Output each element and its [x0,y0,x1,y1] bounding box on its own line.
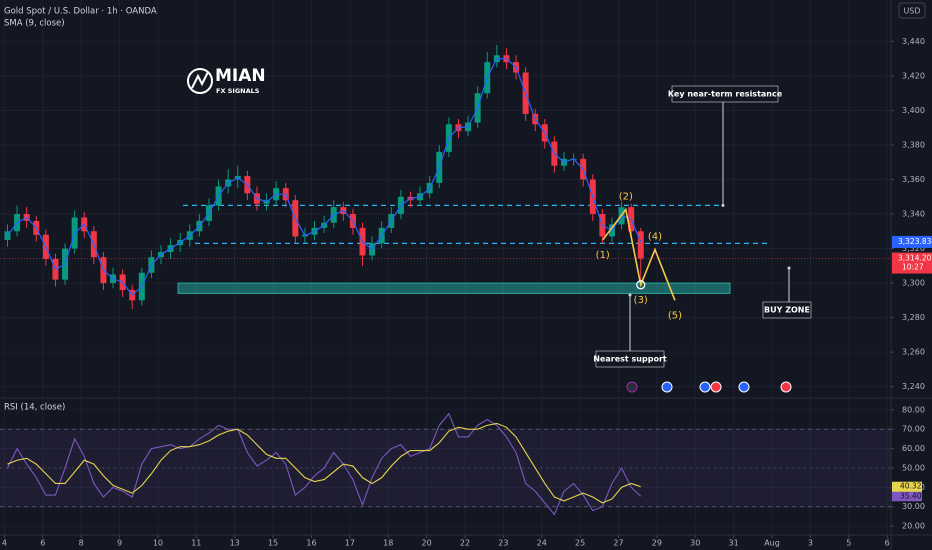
x-tick-label: 10 [153,539,163,548]
wave-marker [636,280,646,290]
y-tick-label: 80.00 [902,405,925,414]
wave-label: (3) [634,295,648,306]
sma-line [7,58,642,297]
x-tick-label: 29 [652,539,662,548]
callout-label: Nearest support [593,355,667,364]
y-tick-label: 60.00 [902,444,925,453]
logo-icon [191,71,209,89]
y-tick-label: 3,300 [902,279,925,288]
y-tick-label: 3,240 [902,382,925,391]
y-tick-label: 20.00 [902,522,925,531]
logo: MIAN FX SIGNALS [187,66,266,95]
countdown-label: 10:27 [902,263,924,272]
wave-label: (1) [596,250,610,261]
indicator-title: SMA (9, close) [4,19,65,29]
event-icon[interactable] [738,381,750,393]
x-tick-label: 6 [885,539,890,548]
x-tick-label: 13 [230,539,240,548]
x-tick-label: 30 [690,539,700,548]
x-tick-label: 15 [268,539,278,548]
event-icon[interactable] [710,381,722,393]
wave-label: (4) [648,232,662,243]
y-tick-label: 3,400 [902,106,925,115]
rsi-tag-label: 35.40 [900,491,922,500]
candle-body [637,231,644,259]
rsi-tag-label: 40.32 [900,482,922,491]
x-tick-label: 27 [613,539,623,548]
wave-label: (2) [619,192,633,203]
y-tick-label: 50.00 [902,463,925,472]
x-tick-label: 17 [345,539,355,548]
rsi-title: RSI (14, close) [4,403,65,413]
callout-box [671,85,779,103]
logo-icon [187,68,213,94]
rsi-tag [892,481,922,492]
sma-tag-label: 3,323.834 [898,237,932,246]
y-tick-label: 3,380 [902,140,925,149]
y-tick-label: 3,360 [902,175,925,184]
callout-box [762,301,812,319]
x-tick-label: 8 [79,539,84,548]
x-tick-label: 5 [846,539,851,548]
y-tick-label: 3,420 [902,71,925,80]
x-tick-label: 18 [383,539,393,548]
grid-layer [0,0,891,535]
rsi-band [0,429,891,507]
x-tick-label: 11 [191,539,201,548]
callout-dot [787,266,791,270]
last-price-tag [892,252,932,274]
y-tick-label: 3,440 [902,37,925,46]
sma-tag [892,235,932,248]
symbol-title: Gold Spot / U.S. Dollar · 1h · OANDA [4,7,157,17]
candle-body [4,231,11,240]
rsi-line [7,422,641,504]
event-icon[interactable] [699,381,711,393]
event-icon[interactable] [661,381,673,393]
currency-button[interactable] [898,2,926,19]
y-tick-label: 3,260 [902,348,925,357]
x-tick-label: 9 [117,539,122,548]
x-tick-label: 6 [40,539,45,548]
x-tick-label: 23 [498,539,508,548]
x-tick-label: 24 [537,539,547,548]
y-tick-label: 30.00 [902,502,925,511]
last-price-label: 3,314.205 [898,254,932,263]
event-icons [626,381,792,393]
x-tick-label: 20 [422,539,432,548]
rsi-tag [892,491,922,502]
event-icon[interactable] [780,381,792,393]
buy-zone [177,282,731,294]
rsi-line [6,412,642,516]
y-tick-label: 3,320 [902,244,925,253]
callout-box [595,350,665,368]
callout-label: Key near-term resistance [668,90,783,99]
x-tick-label: Aug [764,539,780,548]
x-tick-label: 25 [575,539,585,548]
y-tick-label: 70.00 [902,425,925,434]
x-tick-label: 4 [2,539,7,548]
x-tick-label: 16 [306,539,316,548]
wave-line [602,207,676,301]
x-tick-label: 31 [729,539,739,548]
y-tick-label: 3,280 [902,313,925,322]
x-tick-label: 22 [460,539,470,548]
x-tick-label: 3 [808,539,813,548]
logo-name: MIAN [215,66,266,86]
wave-label: (5) [668,310,682,321]
logo-tagline: FX SIGNALS [216,87,260,95]
callout-label: BUY ZONE [764,306,810,315]
currency-label[interactable]: USD [903,7,920,16]
callout-dot [628,293,632,297]
callout-dot [721,203,725,207]
plot-layer: (1) (2) (3) (4) (5) [0,44,891,516]
event-icon[interactable] [626,381,638,393]
y-tick-label: 3,340 [902,210,925,219]
